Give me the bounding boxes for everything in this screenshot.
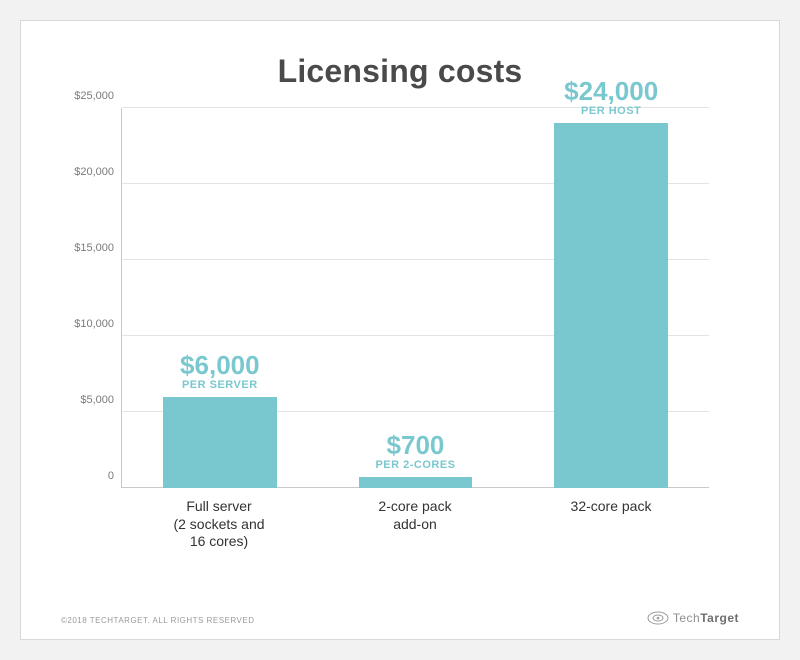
chart-area: 0 $5,000 $10,000 $15,000 $20,000 $25,000… (121, 108, 709, 488)
ytick-label: $20,000 (74, 166, 122, 178)
bar-value-label: $24,000 (564, 78, 658, 105)
bar: $700 PER 2-CORES (359, 477, 472, 488)
bar-annotation: $24,000 PER HOST (564, 78, 658, 123)
logo-text: TechTarget (673, 611, 739, 625)
bar: $6,000 PER SERVER (163, 397, 276, 488)
bar-annotation: $700 PER 2-CORES (375, 432, 455, 477)
logo: TechTarget (647, 611, 739, 625)
x-category-label: Full server (2 sockets and 16 cores) (121, 498, 317, 551)
bar-slot: $700 PER 2-CORES (318, 108, 514, 488)
chart-panel: Licensing costs 0 $5,000 $10,000 $15,000… (20, 20, 780, 640)
plot-region: 0 $5,000 $10,000 $15,000 $20,000 $25,000… (121, 108, 709, 488)
bar-slot: $24,000 PER HOST (513, 108, 709, 488)
x-label-line: add-on (393, 516, 437, 532)
bar-value-label: $700 (375, 432, 455, 459)
copyright-text: ©2018 TECHTARGET. ALL RIGHTS RESERVED (61, 616, 255, 625)
bar-unit-label: PER SERVER (180, 379, 260, 391)
footer: ©2018 TECHTARGET. ALL RIGHTS RESERVED Te… (61, 611, 739, 625)
page-outer: Licensing costs 0 $5,000 $10,000 $15,000… (0, 0, 800, 660)
ytick-label: $5,000 (80, 394, 122, 406)
ytick-label: $25,000 (74, 90, 122, 102)
target-icon (647, 611, 669, 625)
x-category-label: 32-core pack (513, 498, 709, 551)
ytick-label: $10,000 (74, 318, 122, 330)
x-labels-row: Full server (2 sockets and 16 cores) 2-c… (121, 498, 709, 551)
bar-value-label: $6,000 (180, 352, 260, 379)
logo-prefix: Tech (673, 611, 700, 625)
bar-unit-label: PER HOST (564, 105, 658, 117)
ytick-label: $15,000 (74, 242, 122, 254)
ytick-label: 0 (108, 470, 122, 482)
x-label-line: 16 cores) (190, 533, 248, 549)
x-label-line: 2-core pack (378, 498, 451, 514)
logo-suffix: Target (700, 611, 739, 625)
bars-container: $6,000 PER SERVER $700 PER 2-CORES (122, 108, 709, 488)
bar-slot: $6,000 PER SERVER (122, 108, 318, 488)
bar-annotation: $6,000 PER SERVER (180, 352, 260, 397)
bar: $24,000 PER HOST (554, 123, 667, 488)
x-category-label: 2-core pack add-on (317, 498, 513, 551)
x-label-line: 32-core pack (571, 498, 652, 514)
x-label-line: (2 sockets and (173, 516, 264, 532)
x-label-line: Full server (186, 498, 251, 514)
bar-unit-label: PER 2-CORES (375, 459, 455, 471)
